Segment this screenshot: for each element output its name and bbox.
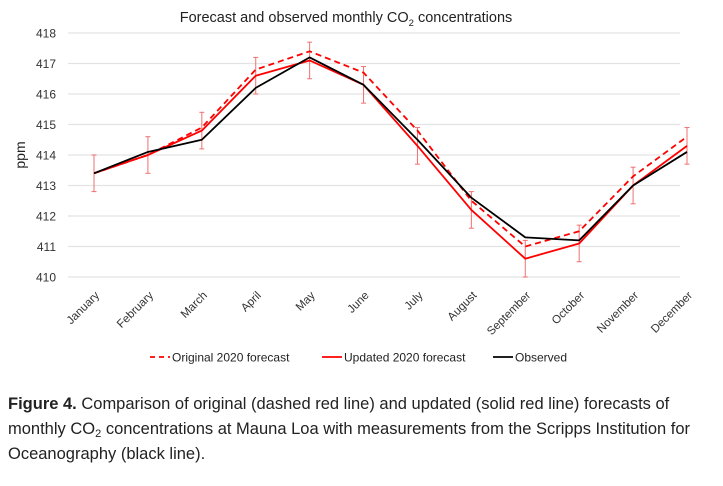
x-tick-label: July (403, 289, 426, 312)
gridlines (68, 32, 680, 278)
x-tick-label: April (239, 290, 264, 315)
y-tick-label: 410 (36, 271, 56, 285)
series-lines (93, 50, 688, 260)
legend: Original 2020 forecast Updated 2020 forec… (150, 351, 567, 365)
legend-item: Observed (493, 351, 567, 365)
x-tick-label: October (550, 290, 588, 328)
caption-text-2: concentrations at Mauna Loa with measure… (8, 420, 691, 463)
x-tick-label: March (179, 290, 210, 321)
co2-line-chart: Forecast and observed monthly CO2 concen… (12, 10, 696, 365)
chart-title: Forecast and observed monthly CO2 concen… (180, 10, 513, 29)
y-axis-ticks: 410 411 412 413 414 415 416 417 418 (36, 27, 56, 285)
legend-label: Updated 2020 forecast (344, 351, 466, 365)
legend-label: Observed (515, 351, 567, 365)
x-tick-label: November (595, 290, 641, 336)
x-tick-label: June (346, 290, 372, 316)
x-tick-label: December (649, 290, 695, 336)
y-axis-label: ppm (12, 141, 28, 168)
caption-subscript: 2 (95, 428, 102, 440)
y-tick-label: 412 (36, 210, 56, 224)
legend-label: Original 2020 forecast (172, 351, 290, 365)
y-tick-label: 418 (36, 27, 56, 41)
y-tick-label: 411 (37, 240, 56, 254)
x-tick-label: February (115, 289, 156, 330)
y-tick-label: 415 (36, 118, 56, 132)
series-line-updated-2020-forecast (93, 59, 688, 260)
y-tick-label: 413 (36, 179, 56, 193)
series-line-observed (93, 56, 688, 242)
x-tick-label: September (485, 290, 533, 338)
caption-label: Figure 4. (8, 395, 77, 413)
error-bars (91, 41, 690, 278)
x-tick-label: August (446, 289, 480, 323)
x-axis-ticks: January February March April May June July Augu… (65, 289, 696, 338)
y-tick-label: 417 (36, 57, 56, 71)
x-tick-label: May (294, 289, 318, 313)
legend-item: Original 2020 forecast (150, 351, 290, 365)
caption-text-1: Comparison of original (dashed red line)… (8, 395, 670, 438)
series-line-original-2020-forecast (93, 50, 688, 248)
x-tick-label: January (65, 289, 103, 327)
legend-item: Updated 2020 forecast (322, 351, 466, 365)
y-tick-label: 416 (36, 88, 56, 102)
figure-caption: Figure 4. Comparison of original (dashed… (8, 392, 708, 467)
y-tick-label: 414 (36, 149, 56, 163)
